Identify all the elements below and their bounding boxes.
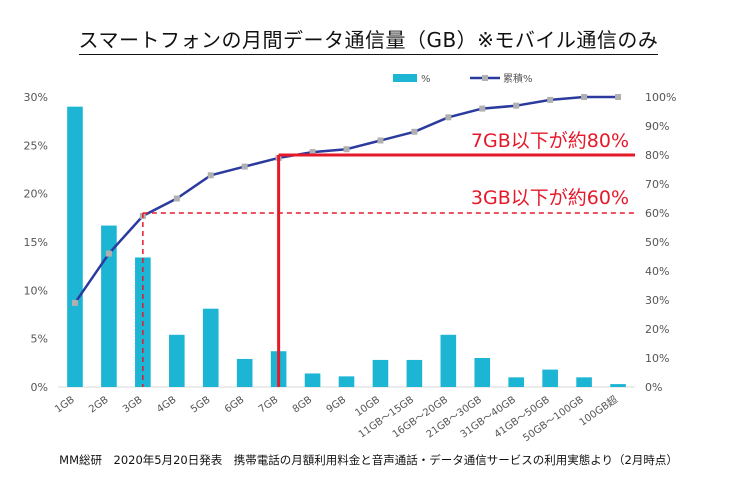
legend-line-label: 累積% (503, 72, 533, 85)
y-left-tick-label: 10% (24, 284, 48, 297)
bar (168, 334, 185, 387)
y-left-tick-label: 5% (31, 333, 48, 346)
y-right-tick-label: 80% (645, 149, 669, 162)
x-tick-label: 4GB (155, 394, 179, 415)
cumulative-point (241, 163, 248, 170)
y-left-tick-label: 20% (24, 188, 48, 201)
x-tick-label: 1GB (53, 394, 77, 415)
x-tick-label: 5GB (189, 394, 213, 415)
cumulative-point (207, 172, 214, 179)
annotation-3gb-label: 3GB以下が約60% (471, 187, 629, 209)
y-right-tick-label: 30% (645, 294, 669, 307)
cumulative-point (615, 94, 622, 100)
cumulative-point (581, 94, 588, 100)
y-right-tick-label: 100% (645, 91, 676, 104)
bars-layer (67, 106, 626, 388)
chart-title: スマートフォンの月間データ通信量（GB）※モバイル通信のみ (0, 24, 737, 55)
bar (338, 376, 355, 387)
cumulative-point (479, 105, 486, 112)
y-right-tick-label: 50% (645, 236, 669, 249)
legend-bar-label: % (421, 74, 431, 85)
cumulative-point (513, 102, 520, 109)
cumulative-point (309, 149, 316, 156)
x-tick-label: 100GB超 (576, 393, 619, 429)
source-note: MM総研 2020年5月20日発表 携帯電話の月額利用料金と音声通話・データ通信… (59, 453, 678, 467)
x-tick-label: 6GB (223, 394, 247, 415)
cumulative-point (173, 195, 180, 202)
annotation-7gb-label: 7GB以下が約80% (471, 130, 629, 152)
bar (474, 358, 491, 387)
y-left-tick-label: 0% (31, 381, 48, 394)
bar (202, 308, 219, 387)
bar (508, 377, 525, 387)
y-right-tick-label: 90% (645, 120, 669, 133)
cumulative-point (71, 299, 78, 306)
y-right-tick-label: 0% (645, 381, 662, 394)
annotation-layer: 7GB以下が約80% 3GB以下が約60% (142, 130, 635, 387)
bar (67, 106, 83, 388)
bar (406, 359, 423, 387)
y-right-tick-label: 60% (645, 207, 669, 220)
cumulative-point (377, 137, 384, 144)
y-right-tick-label: 10% (645, 352, 669, 365)
x-tick-label: 3GB (121, 394, 145, 415)
x-tick-label: 9GB (325, 394, 349, 415)
cumulative-point (343, 146, 350, 153)
legend: % 累積% (393, 72, 533, 85)
x-tick-label: 7GB (257, 394, 281, 415)
bar (236, 358, 253, 387)
chart-title-text: スマートフォンの月間データ通信量（GB）※モバイル通信のみ (78, 28, 659, 55)
cumulative-point (445, 114, 452, 121)
cumulative-point (547, 96, 554, 103)
y-left-tick-label: 25% (24, 139, 48, 152)
x-tick-label: 2GB (87, 394, 111, 415)
x-tick-label: 10GB (353, 394, 382, 419)
y-left-tick-label: 15% (24, 236, 48, 249)
bar (542, 369, 558, 387)
bar (440, 334, 457, 387)
y-right-tick-label: 20% (645, 323, 669, 336)
bar (101, 225, 117, 387)
x-tick-label: 8GB (291, 394, 315, 415)
y-left-tick-label: 30% (24, 91, 48, 104)
cumulative-point (105, 250, 112, 257)
legend-bar-swatch (393, 74, 417, 82)
cumulative-point (411, 128, 418, 135)
y-right-tick-label: 40% (645, 265, 669, 278)
bar (372, 359, 389, 387)
bar (610, 384, 626, 387)
x-tick-label: 50GB～100GB (521, 394, 586, 444)
bar (576, 377, 592, 387)
legend-line-marker (482, 75, 488, 81)
y-right-tick-label: 70% (645, 178, 669, 191)
bar (304, 373, 321, 387)
